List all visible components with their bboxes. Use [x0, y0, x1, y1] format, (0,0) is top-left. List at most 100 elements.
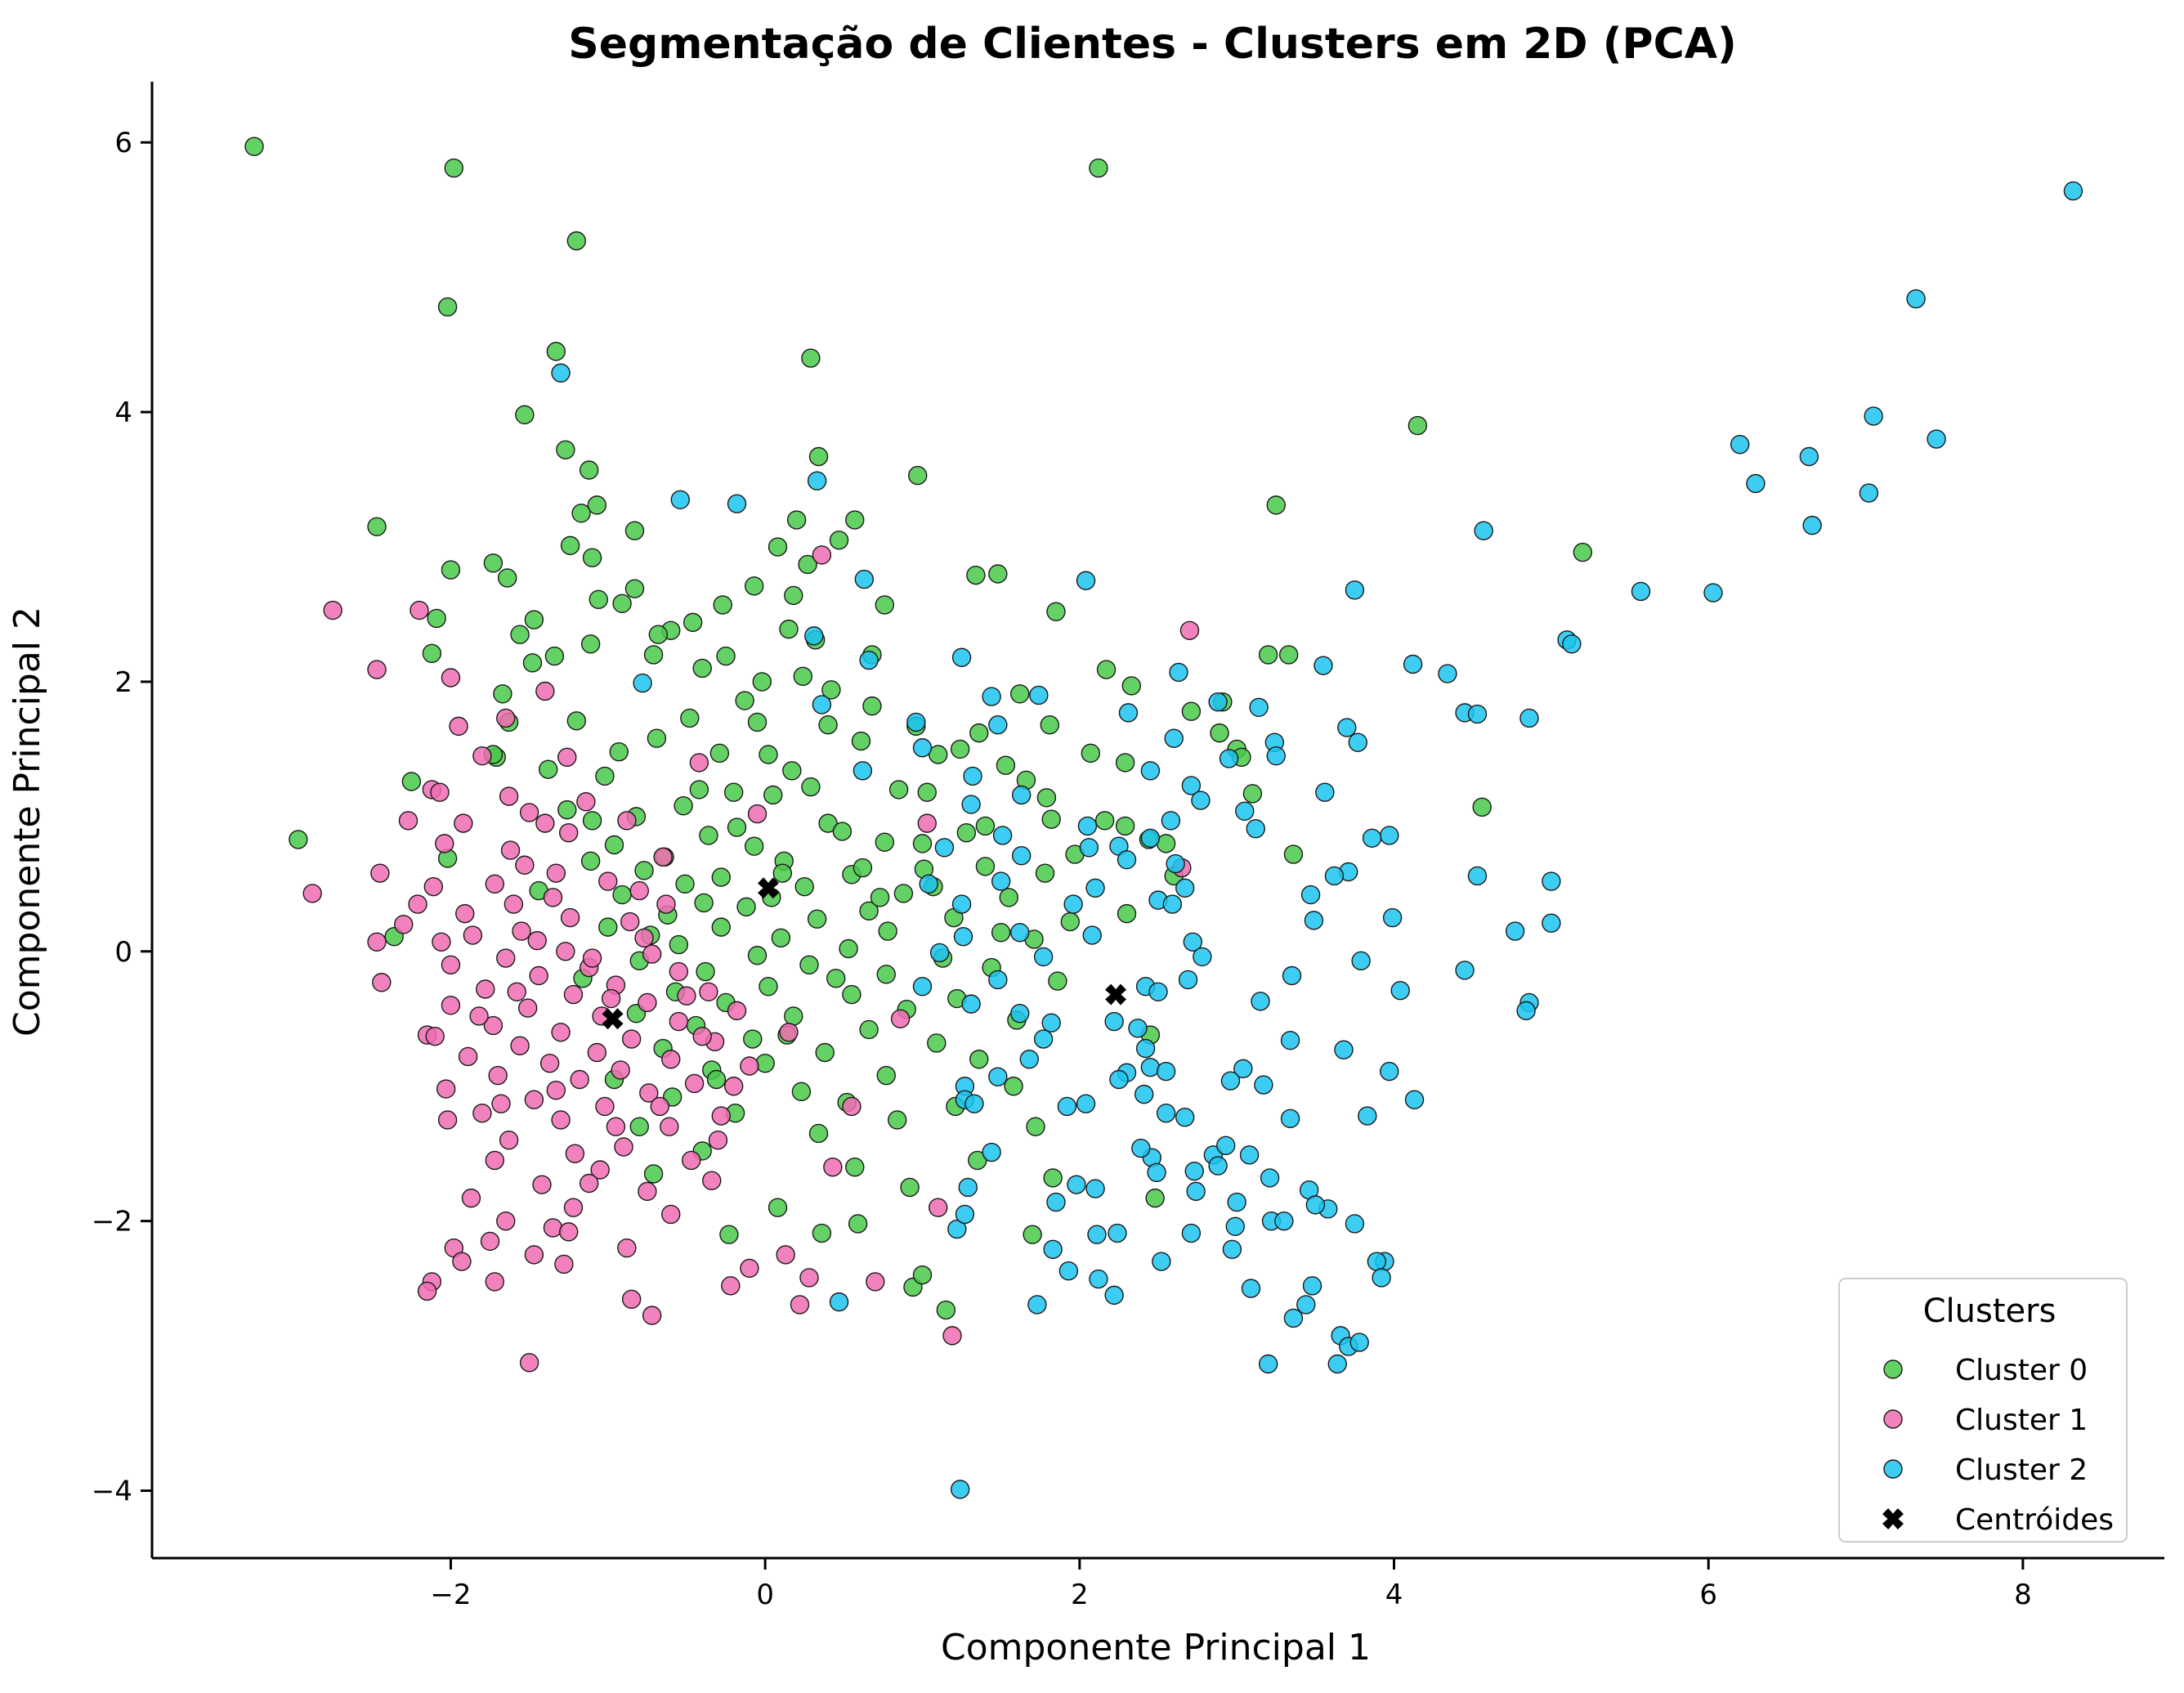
data-point: [1258, 645, 1278, 665]
data-point: [866, 1272, 885, 1292]
data-point: [648, 625, 669, 644]
data-point: [716, 646, 736, 666]
data-point: [969, 1050, 989, 1069]
data-point: [982, 1142, 1001, 1162]
data-point: [1227, 1192, 1246, 1212]
data-point: [1096, 660, 1117, 679]
data-point: [1274, 1211, 1294, 1231]
data-point: [807, 909, 827, 929]
data-point: [692, 658, 712, 679]
data-point: [512, 921, 531, 941]
data-point: [1063, 894, 1083, 914]
data-point: [845, 1157, 865, 1177]
data-point: [485, 874, 505, 894]
data-point: [988, 1067, 1008, 1086]
data-point: [736, 897, 756, 917]
data-point: [711, 917, 731, 937]
data-point: [566, 231, 587, 251]
data-point: [323, 600, 342, 620]
x-ticks: −2 0 2 4 6 8: [430, 1558, 2032, 1611]
data-point: [747, 946, 768, 965]
data-point: [1076, 1094, 1096, 1113]
data-point: [557, 747, 577, 768]
data-point: [1162, 894, 1183, 914]
data-point: [430, 782, 450, 802]
data-point: [963, 766, 982, 786]
centroid-marker: [1105, 983, 1127, 1005]
data-point: [437, 297, 458, 317]
data-point: [1802, 515, 1822, 535]
series-cluster-2: [551, 181, 2083, 1499]
data-point: [906, 712, 926, 732]
legend-label: Centróides: [1955, 1503, 2114, 1537]
data-point: [950, 1480, 970, 1499]
legend-marker: [1883, 1459, 1903, 1479]
data-point: [427, 608, 446, 629]
data-point: [621, 1289, 642, 1310]
data-point: [580, 851, 601, 871]
data-point: [410, 600, 429, 620]
data-point: [488, 1065, 508, 1086]
data-point: [2063, 181, 2083, 201]
data-point: [524, 1245, 544, 1265]
data-point: [982, 687, 1001, 706]
data-point: [1036, 788, 1057, 808]
data-point: [441, 668, 461, 688]
y-tick-label: 4: [114, 396, 132, 429]
data-point: [551, 1110, 571, 1130]
data-point: [485, 1272, 505, 1292]
data-point: [527, 930, 547, 951]
data-point: [469, 1006, 489, 1026]
data-point: [842, 1096, 862, 1117]
data-point: [776, 1245, 795, 1265]
legend-title: Clusters: [1923, 1292, 2056, 1330]
y-axis-label: Componente Principal 2: [7, 607, 48, 1037]
data-point: [1175, 878, 1195, 898]
legend-items: Cluster 0 Cluster 1 Cluster 2 Centróides: [1882, 1354, 2114, 1537]
data-point: [1864, 406, 1883, 426]
data-point: [643, 645, 664, 665]
data-point: [1035, 863, 1055, 883]
data-point: [961, 795, 981, 814]
data-point: [289, 830, 308, 849]
data-point: [801, 348, 821, 368]
data-point: [1251, 992, 1270, 1011]
data-point: [966, 565, 986, 585]
data-point: [1128, 1019, 1148, 1038]
data-point: [853, 761, 873, 781]
data-point: [859, 1019, 879, 1040]
legend-frame: [1838, 1278, 2128, 1543]
x-tick-label: 4: [1385, 1579, 1403, 1611]
data-point: [1372, 1268, 1391, 1288]
data-point: [565, 1144, 585, 1163]
data-point: [919, 874, 938, 894]
data-point: [854, 569, 875, 589]
data-point: [1249, 697, 1269, 717]
x-tick-label: 0: [756, 1579, 774, 1611]
data-point: [743, 1029, 763, 1049]
data-point: [1246, 819, 1265, 839]
data-point: [612, 593, 632, 613]
data-point: [563, 984, 584, 1005]
data-point: [1010, 684, 1030, 704]
data-point: [612, 885, 632, 905]
data-point: [556, 440, 575, 459]
data-point: [696, 961, 715, 982]
data-point: [590, 1160, 610, 1180]
data-point: [539, 1054, 560, 1073]
data-point: [779, 1023, 799, 1042]
data-point: [1041, 809, 1061, 829]
data-point: [699, 826, 718, 845]
data-point: [1474, 521, 1493, 540]
data-point: [709, 743, 730, 764]
data-point: [1026, 1117, 1045, 1136]
data-point: [1631, 581, 1651, 602]
data-point: [1296, 1295, 1316, 1315]
data-point: [546, 863, 566, 883]
data-point: [1010, 1003, 1030, 1023]
data-point: [1280, 1109, 1300, 1129]
data-point: [609, 742, 629, 762]
data-point: [669, 934, 689, 955]
data-point: [1241, 1279, 1261, 1298]
data-point: [719, 1225, 739, 1244]
